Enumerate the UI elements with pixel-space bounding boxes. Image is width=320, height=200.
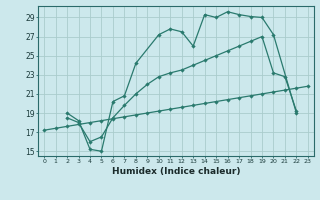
X-axis label: Humidex (Indice chaleur): Humidex (Indice chaleur) [112,167,240,176]
